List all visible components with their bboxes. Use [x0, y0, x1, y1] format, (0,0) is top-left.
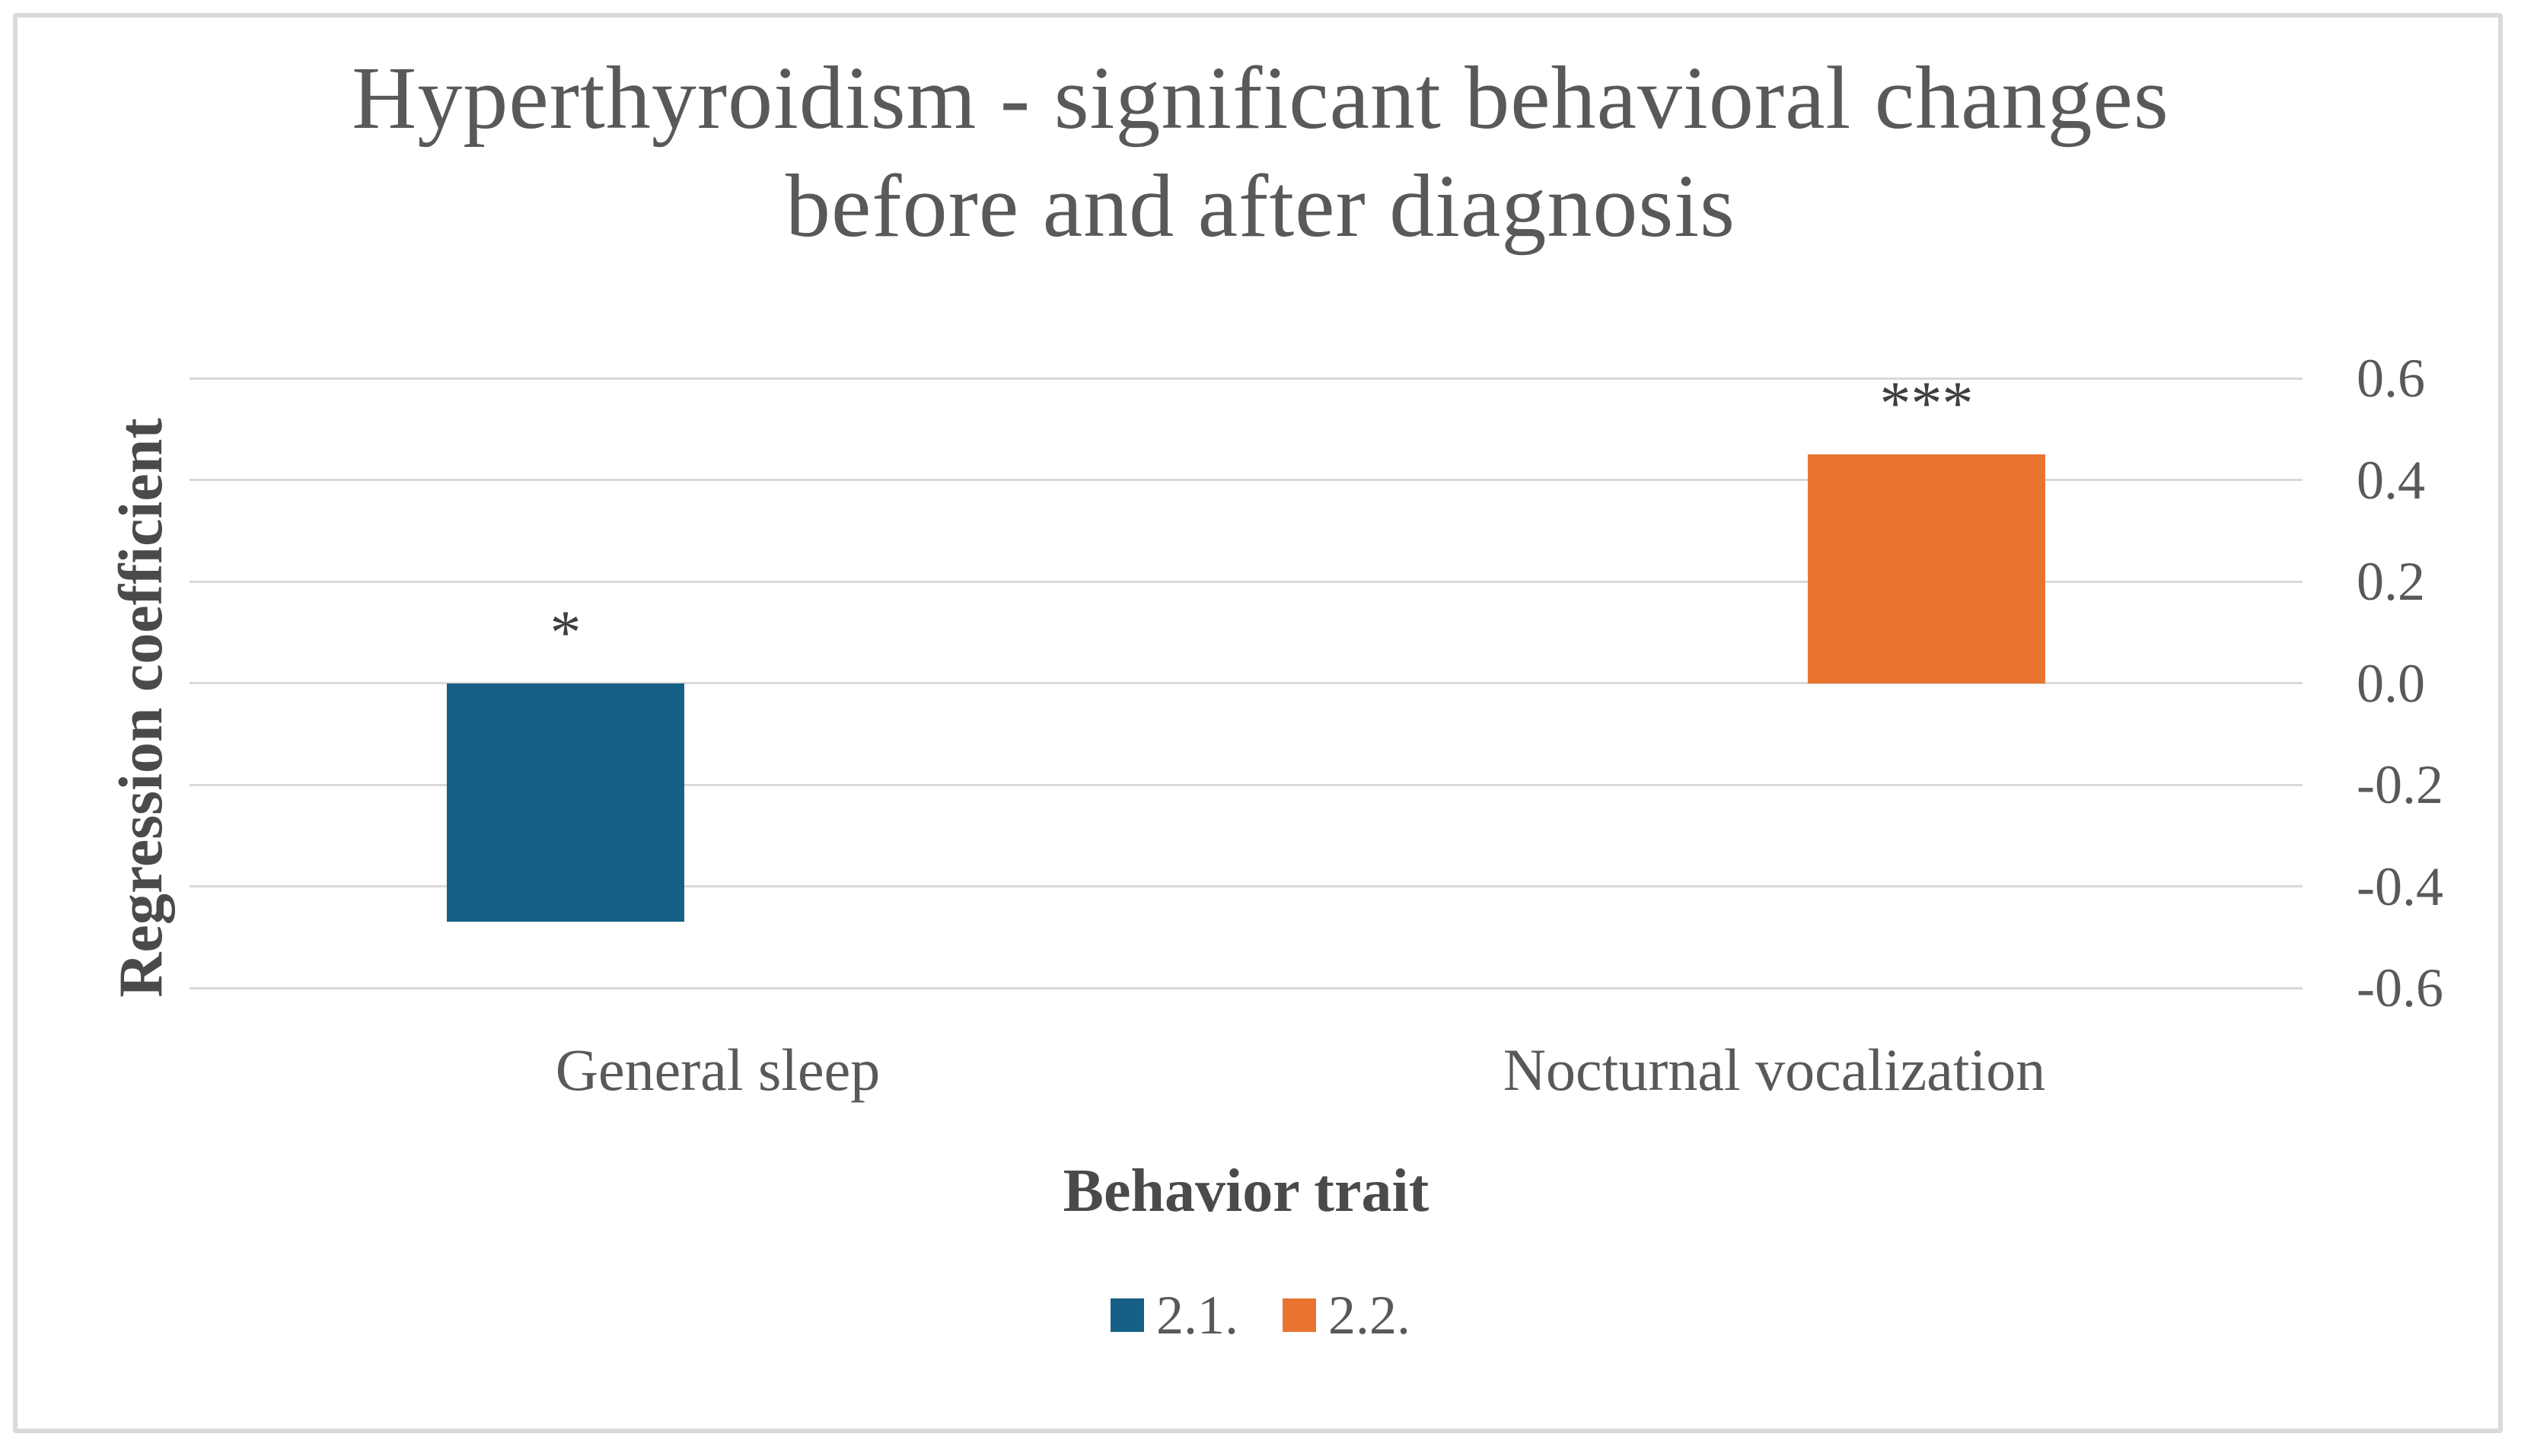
y-tick-label-0.6: 0.6	[2357, 348, 2425, 409]
legend-item-2-2: 2.2.	[1283, 1285, 1410, 1346]
x-category-label-general-sleep: General sleep	[555, 1037, 881, 1103]
y-tick-label-0.0: 0.0	[2357, 652, 2425, 714]
figure-border	[13, 13, 2503, 1433]
x-category-label-nocturnal-vocalization: Nocturnal vocalization	[1503, 1037, 2046, 1103]
plot-area	[190, 377, 2303, 989]
significance-annotation-nocturnal-vocalization: ***	[1879, 368, 1974, 438]
gridline--0.2	[190, 783, 2303, 786]
chart-title-line-1: Hyperthyroidism - significant behavioral…	[352, 48, 2169, 148]
legend: 2.1. 2.2.	[0, 1285, 2521, 1346]
y-axis-title: Regression coefficient	[106, 418, 175, 998]
y-tick-label--0.2: -0.2	[2357, 754, 2443, 815]
gridline-0.6	[190, 377, 2303, 380]
y-tick-label-0.4: 0.4	[2357, 449, 2425, 511]
legend-label-2-1: 2.1.	[1156, 1285, 1238, 1346]
y-tick-label-0.2: 0.2	[2357, 551, 2425, 612]
gridline-0.4	[190, 479, 2303, 481]
gridline-0.0	[190, 682, 2303, 684]
gridline--0.4	[190, 885, 2303, 887]
legend-label-2-2: 2.2.	[1328, 1285, 1410, 1346]
gridline--0.6	[190, 986, 2303, 989]
x-axis-title: Behavior trait	[1063, 1158, 1429, 1225]
significance-annotation-general-sleep: *	[550, 597, 582, 667]
bar-2-2-nocturnal-vocalization	[1808, 454, 2045, 683]
legend-item-2-1: 2.1.	[1111, 1285, 1238, 1346]
y-tick-label--0.6: -0.6	[2357, 957, 2443, 1018]
legend-color-swatch-2-1	[1111, 1298, 1144, 1332]
chart-title-line-2: before and after diagnosis	[785, 156, 1736, 256]
gridline-0.2	[190, 580, 2303, 583]
legend-color-swatch-2-2	[1283, 1298, 1316, 1332]
chart-title: Hyperthyroidism - significant behavioral…	[0, 44, 2521, 260]
bar-2-1-general-sleep	[447, 683, 684, 922]
y-tick-label--0.4: -0.4	[2357, 855, 2443, 917]
